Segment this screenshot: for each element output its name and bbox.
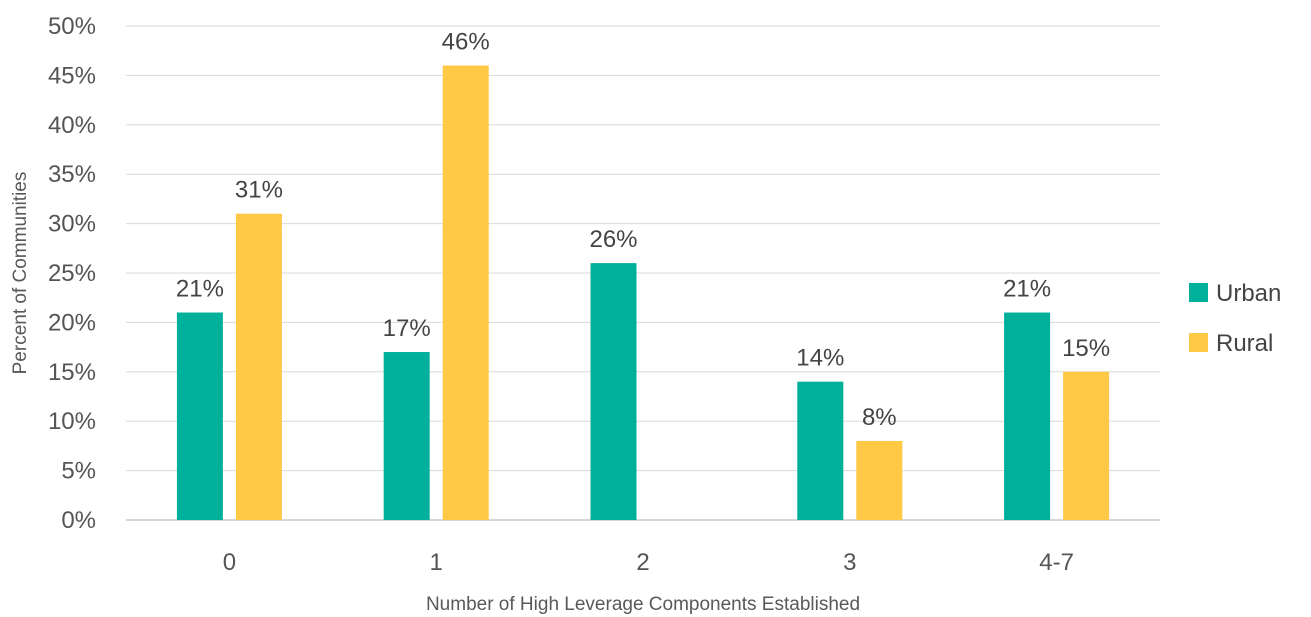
x-tick-label: 4-7 xyxy=(1039,549,1074,576)
data-label-urban-0: 21% xyxy=(176,276,224,303)
bar-urban-3 xyxy=(797,381,844,520)
legend-label-rural: Rural xyxy=(1216,330,1273,357)
bar-rural-0 xyxy=(235,213,282,520)
y-tick-label: 45% xyxy=(48,62,96,89)
bar-urban-2 xyxy=(590,263,637,520)
bar-rural-3 xyxy=(856,440,903,520)
bar-rural-4-7 xyxy=(1063,371,1110,520)
y-tick-label: 15% xyxy=(48,359,96,386)
data-label-urban-1: 17% xyxy=(383,315,431,342)
data-labels: 21% 31% 17% 46% 26% 14% 8% 21% 15% xyxy=(176,29,1110,431)
data-label-urban-3: 14% xyxy=(796,345,844,372)
bar-urban-0 xyxy=(176,312,223,520)
y-axis-ticks: 0% 5% 10% 15% 20% 25% 30% 35% 40% 45% 50% xyxy=(48,13,96,534)
data-label-rural-3: 8% xyxy=(862,404,897,431)
x-axis-ticks: 0 1 2 3 4-7 xyxy=(223,549,1074,576)
y-tick-label: 10% xyxy=(48,408,96,435)
y-tick-label: 30% xyxy=(48,211,96,238)
y-axis-title: Percent of Communities xyxy=(10,172,31,375)
bar-urban-1 xyxy=(383,352,430,520)
x-tick-label: 2 xyxy=(636,549,649,576)
y-tick-label: 35% xyxy=(48,161,96,188)
y-tick-label: 25% xyxy=(48,260,96,287)
data-label-rural-4-7: 15% xyxy=(1062,335,1110,362)
bar-urban-4-7 xyxy=(1004,312,1051,520)
legend-label-urban: Urban xyxy=(1216,280,1281,307)
x-axis-title: Number of High Leverage Components Estab… xyxy=(426,594,860,615)
legend: Urban Rural xyxy=(1189,280,1281,357)
x-tick-label: 1 xyxy=(430,549,443,576)
y-tick-label: 5% xyxy=(61,458,96,485)
x-tick-label: 0 xyxy=(223,549,236,576)
y-tick-label: 20% xyxy=(48,309,96,336)
legend-swatch-rural xyxy=(1189,333,1208,352)
data-label-urban-4-7: 21% xyxy=(1003,276,1051,303)
x-tick-label: 3 xyxy=(843,549,856,576)
bars xyxy=(176,65,1110,521)
data-label-rural-1: 46% xyxy=(442,29,490,56)
data-label-rural-0: 31% xyxy=(235,177,283,204)
data-label-urban-2: 26% xyxy=(589,226,637,253)
bar-rural-1 xyxy=(442,65,489,521)
y-tick-label: 50% xyxy=(48,13,96,40)
y-tick-label: 40% xyxy=(48,112,96,139)
gridlines xyxy=(126,25,1160,521)
y-tick-label: 0% xyxy=(61,507,96,534)
legend-swatch-urban xyxy=(1189,283,1208,302)
